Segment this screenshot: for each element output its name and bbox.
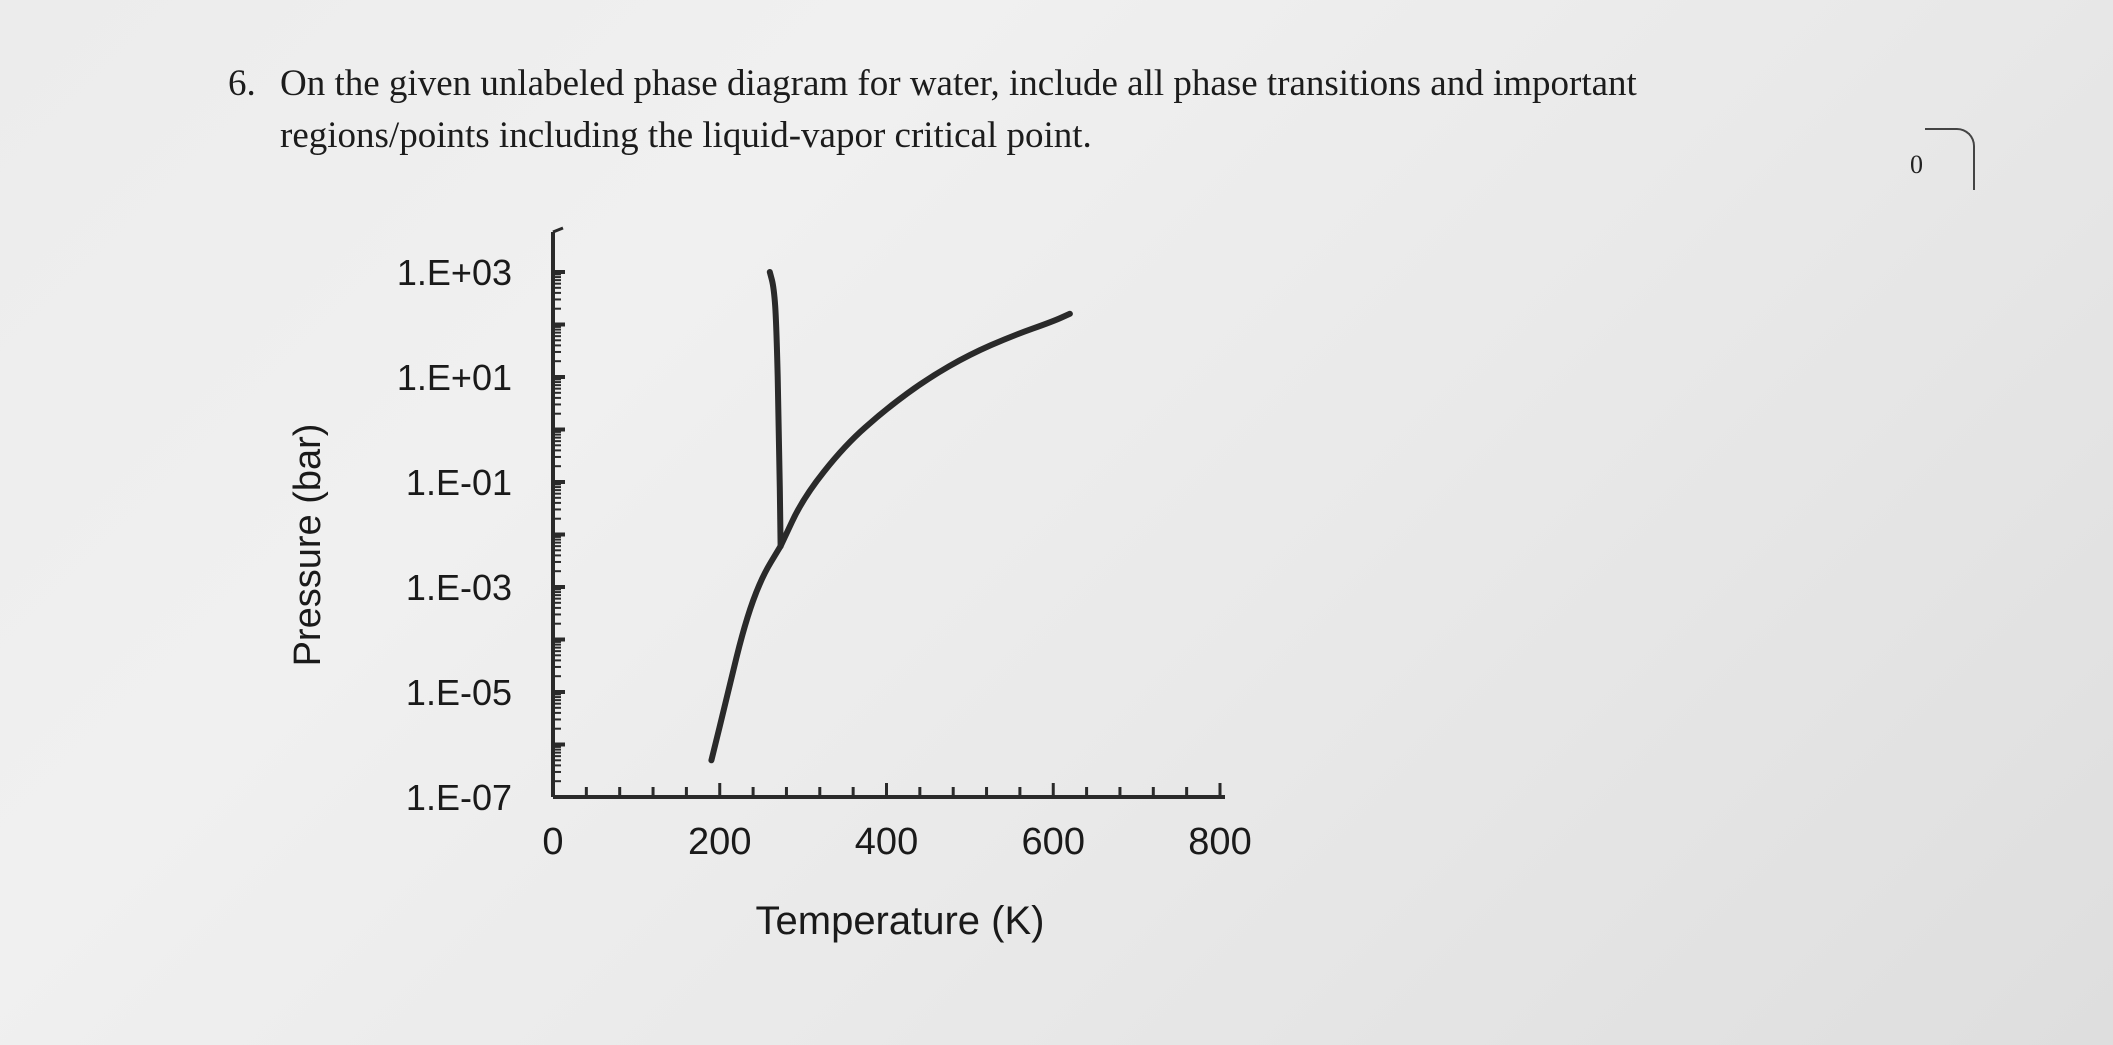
phase-boundary-curve-2 [766, 269, 784, 550]
y-tick-label: 1.E-03 [406, 567, 512, 608]
phase-boundary-curve-1 [708, 543, 784, 764]
y-tick-label: 1.E-01 [406, 462, 512, 503]
question-line-2: regions/points including the liquid-vapo… [280, 115, 1092, 156]
y-axis-title: Pressure (bar) [287, 424, 329, 667]
x-axis-title: Temperature (K) [756, 899, 1045, 943]
x-tick-label: 0 [542, 821, 563, 863]
score-mark: 0 [1910, 150, 1923, 179]
y-tick-label: 1.E+03 [397, 252, 512, 293]
question-text: 6. On the given unlabeled phase diagram f… [228, 58, 1928, 162]
y-tick-label: 1.E-07 [406, 777, 512, 818]
question-line-1-text: On the given unlabeled phase diagram for… [280, 63, 1637, 104]
chart-axes [551, 226, 1225, 799]
x-tick-label: 400 [855, 821, 918, 863]
question-line-1: 6. On the given unlabeled phase diagram f… [228, 58, 1928, 110]
y-axis-cap [552, 226, 564, 234]
chart-labels: 1.E-07 1.E-05 1.E-03 1.E-01 1.E+01 1.E+03 0 200… [287, 252, 1252, 943]
y-tick-label: 1.E+01 [397, 357, 512, 398]
x-tick-label: 200 [688, 821, 751, 863]
y-tick-label: 1.E-05 [406, 672, 512, 713]
question-number: 6. [228, 63, 256, 104]
score-bracket [1925, 128, 1975, 190]
chart-ticks [553, 270, 1222, 799]
x-tick-label: 800 [1188, 821, 1251, 863]
x-tick-label: 600 [1022, 821, 1085, 863]
chart-curves [708, 269, 1073, 764]
phase-boundary-curve-3 [777, 310, 1073, 550]
